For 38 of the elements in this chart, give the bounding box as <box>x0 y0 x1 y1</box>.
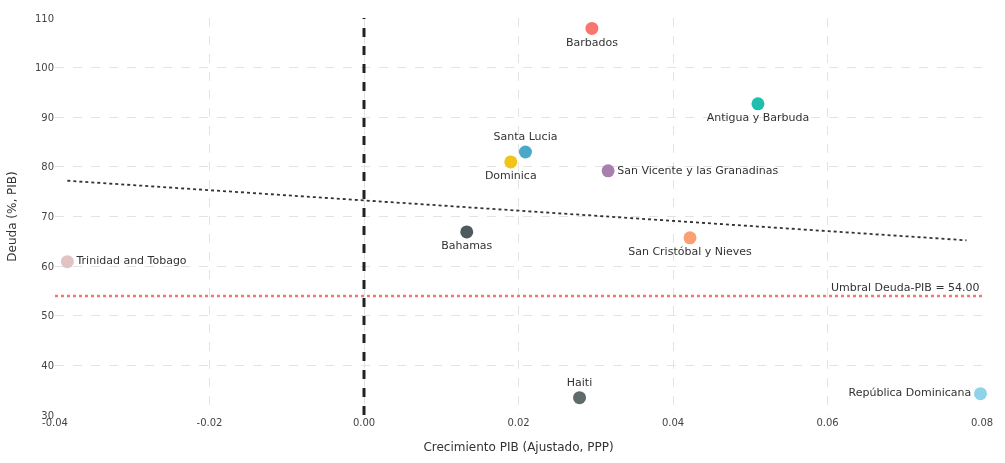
series-label: Trinidad and Tobago <box>75 254 187 268</box>
series-label: San Vicente y las Granadinas <box>617 163 779 177</box>
y-tick-label: 110 <box>34 12 54 24</box>
y-axis-title: Deuda (%, PIB) <box>5 171 20 262</box>
series-label: Antigua y Barbuda <box>706 111 810 125</box>
point <box>518 145 532 159</box>
y-tick-label: 100 <box>34 62 54 74</box>
y-tick-label: 60 <box>41 260 54 272</box>
x-tick-label: 0.04 <box>661 417 685 428</box>
series-label: Dominica <box>484 169 537 183</box>
point <box>973 387 987 401</box>
point <box>573 391 587 405</box>
x-tick-label: -0.04 <box>42 417 68 428</box>
point <box>585 21 599 35</box>
series-label: Barbados <box>565 35 619 49</box>
series-label: República Dominicana <box>848 386 972 400</box>
point <box>751 97 765 111</box>
x-tick-label: -0.02 <box>196 417 223 428</box>
x-tick-label: 0.08 <box>970 417 994 428</box>
ref-line-label: Umbral Deuda-PIB = 54.00 <box>831 281 980 294</box>
y-tick-label: 50 <box>41 310 54 322</box>
y-tick-label: 40 <box>41 359 54 371</box>
x-tick-label: 0.00 <box>352 417 376 428</box>
y-tick-label: 90 <box>41 111 54 123</box>
series-label: Haiti <box>566 375 593 389</box>
series-label: San Cristóbal y Nieves <box>628 245 753 259</box>
x-tick-label: 0.06 <box>816 417 839 428</box>
x-tick-label: 0.02 <box>507 417 530 428</box>
series-label: Santa Lucia <box>493 130 558 144</box>
point <box>601 164 615 178</box>
y-tick-label: 80 <box>41 161 54 173</box>
y-tick-label: 70 <box>41 211 54 222</box>
point <box>683 231 697 245</box>
x-axis-title: Crecimiento PIB (Ajustado, PPP) <box>423 439 614 454</box>
point <box>504 155 518 169</box>
series-label: Bahamas <box>441 239 493 253</box>
point <box>460 225 474 239</box>
point <box>60 255 74 269</box>
